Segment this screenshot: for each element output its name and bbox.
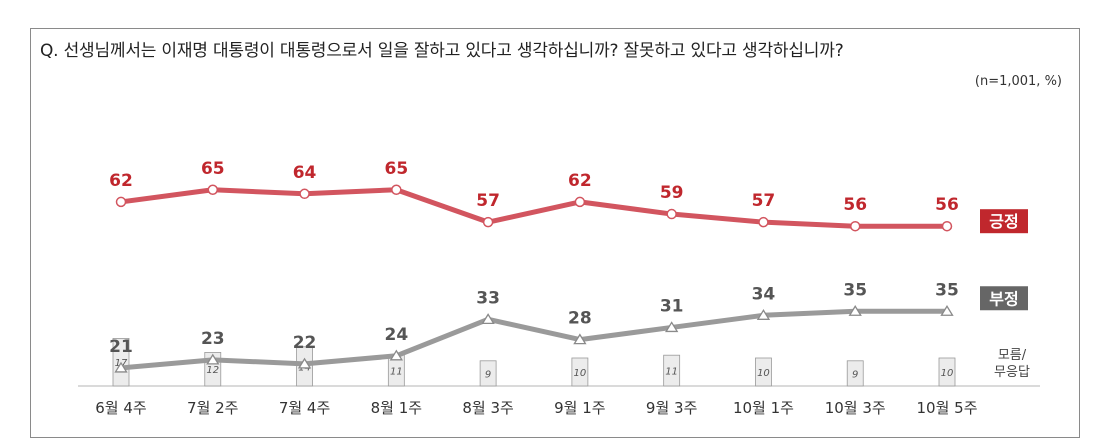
series-0-point-6 xyxy=(666,208,677,220)
series-1-label-7: 34 xyxy=(752,284,776,304)
series-1-point-6 xyxy=(665,321,679,333)
no-answer-bar-label-6: 11 xyxy=(665,367,678,378)
no-answer-legend-line-1: 무응답 xyxy=(994,365,1030,380)
series-1-point-5 xyxy=(573,333,587,345)
legend-badge-1 xyxy=(980,286,1028,311)
no-answer-bar-label-5: 10 xyxy=(574,368,587,379)
no-answer-bar-label-9: 10 xyxy=(941,368,954,379)
no-answer-bar-label-3: 11 xyxy=(390,367,403,378)
series-0-label-9: 56 xyxy=(935,195,959,215)
series-0-label-0: 62 xyxy=(109,171,133,191)
x-tick-label-1: 7월 2주 xyxy=(187,399,238,417)
no-answer-bar-7 xyxy=(755,357,772,387)
series-0-label-7: 57 xyxy=(752,191,776,211)
series-0-point-7 xyxy=(758,216,769,228)
series-0-label-8: 56 xyxy=(843,195,867,215)
no-answer-bar-label-8: 9 xyxy=(852,369,858,380)
series-1-label-9: 35 xyxy=(935,280,959,300)
legend-badge-0 xyxy=(980,209,1028,234)
series-1-point-4 xyxy=(481,313,495,325)
series-1-point-3 xyxy=(389,349,403,361)
series-1-point-0 xyxy=(114,361,128,373)
series-1-point-8 xyxy=(848,305,862,316)
series-1-label-3: 24 xyxy=(384,325,408,345)
series-1-label-5: 28 xyxy=(568,309,592,329)
series-line-0 xyxy=(118,187,950,229)
series-0-point-5 xyxy=(574,196,586,208)
no-answer-bar-8 xyxy=(846,360,864,387)
series-1-label-6: 31 xyxy=(660,296,684,316)
series-1-label-1: 23 xyxy=(201,329,225,349)
series-1-label-2: 22 xyxy=(293,333,317,353)
series-0-label-2: 64 xyxy=(293,163,317,183)
sample-note: (n=1,001, %) xyxy=(974,74,1062,89)
series-1-label-8: 35 xyxy=(843,280,867,300)
series-1-label-4: 33 xyxy=(476,288,500,308)
series-1-point-9 xyxy=(940,305,954,316)
series-0-label-6: 59 xyxy=(660,183,684,203)
question-title: Q. 선생님께서는 이재명 대통령이 대통령으로서 일을 잘하고 있다고 생각하… xyxy=(40,41,844,61)
series-0-point-3 xyxy=(391,184,402,195)
no-answer-bar-label-1: 12 xyxy=(206,365,219,376)
series-0-point-8 xyxy=(849,220,861,232)
series-1-point-7 xyxy=(756,309,771,320)
legend-label-1: 부정 xyxy=(989,289,1018,308)
series-1-point-1 xyxy=(206,353,220,365)
series-0-label-3: 65 xyxy=(384,159,408,179)
series-1-point-2 xyxy=(297,357,312,369)
no-answer-bar-label-4: 9 xyxy=(485,369,491,380)
no-answer-bar-6 xyxy=(663,354,681,387)
legend-label-0: 긍정 xyxy=(989,212,1018,231)
x-tick-label-2: 7월 4주 xyxy=(279,399,330,417)
x-tick-label-6: 9월 3주 xyxy=(646,399,697,417)
no-answer-bar-9 xyxy=(938,357,956,387)
series-0-point-2 xyxy=(299,188,310,200)
x-tick-label-3: 8월 1주 xyxy=(371,399,422,417)
series-1-label-0: 21 xyxy=(109,337,133,357)
series-0-point-9 xyxy=(941,220,953,232)
x-tick-label-5: 9월 1주 xyxy=(554,399,605,417)
no-answer-bar-5 xyxy=(571,357,589,387)
no-answer-bar-4 xyxy=(479,360,497,387)
x-tick-label-8: 10월 3주 xyxy=(825,399,886,417)
series-0-point-4 xyxy=(482,216,494,228)
no-answer-legend-line-0: 모름/ xyxy=(998,348,1027,363)
series-line-1 xyxy=(118,308,950,371)
no-answer-bar-label-7: 10 xyxy=(757,368,770,379)
x-tick-label-4: 8월 3주 xyxy=(462,399,513,417)
series-0-label-4: 57 xyxy=(476,191,500,211)
series-0-point-0 xyxy=(115,196,127,208)
series-0-label-1: 65 xyxy=(201,159,225,179)
series-0-point-1 xyxy=(207,184,219,195)
x-tick-label-7: 10월 1주 xyxy=(733,399,794,417)
x-tick-label-9: 10월 5주 xyxy=(917,399,978,417)
x-tick-label-0: 6월 4주 xyxy=(95,399,146,417)
series-0-label-5: 62 xyxy=(568,171,592,191)
